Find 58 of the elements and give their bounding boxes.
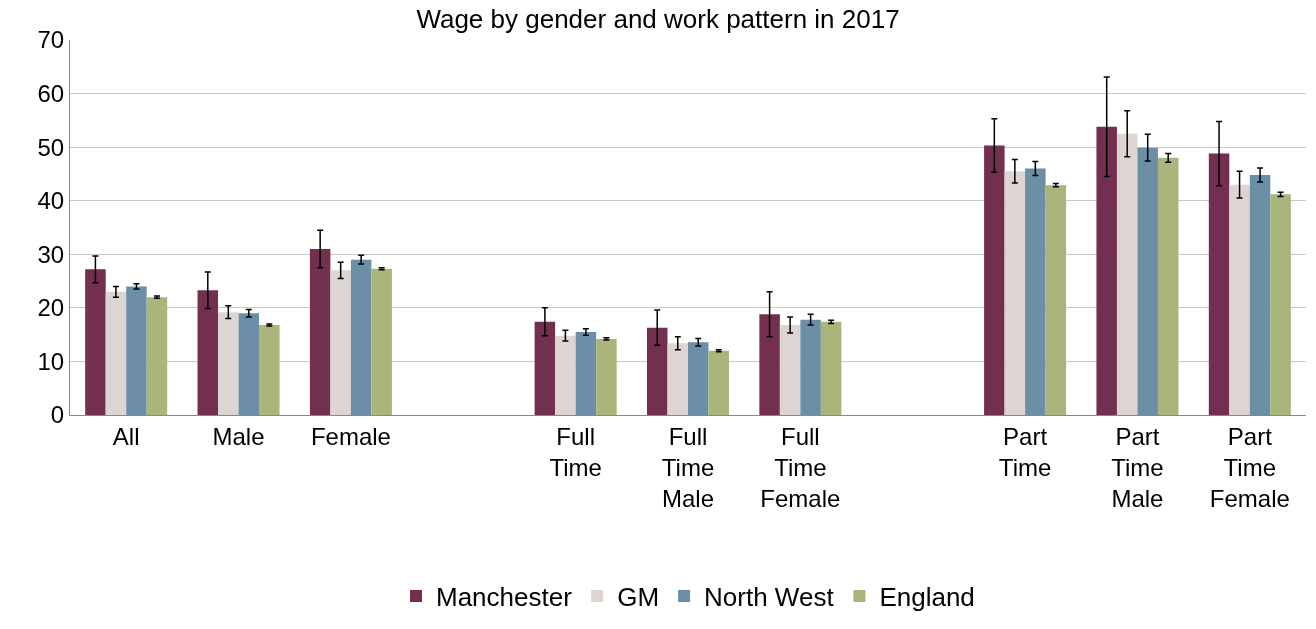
- bar: [1270, 194, 1291, 415]
- bar: [555, 335, 576, 415]
- x-tick-label: Part Time Female: [1209, 422, 1290, 513]
- y-tick-label: 10: [37, 347, 65, 375]
- bar: [1045, 185, 1067, 415]
- x-tick-label: Full Time: [549, 422, 602, 481]
- x-tick-label: Full Time Male: [661, 422, 715, 513]
- bar: [1157, 157, 1179, 415]
- bar: [105, 291, 127, 415]
- y-tick-label: 30: [37, 240, 65, 268]
- bar: [759, 314, 780, 415]
- bar: [646, 327, 668, 415]
- y-tick-label: 0: [50, 401, 65, 429]
- bar: [1249, 175, 1271, 415]
- y-tick-label: 20: [37, 294, 65, 322]
- bar: [371, 268, 392, 415]
- bar: [708, 350, 730, 415]
- y-tick-label: 40: [37, 187, 65, 215]
- bar: [146, 297, 168, 415]
- x-tick-label: Female: [310, 422, 391, 450]
- bar: [575, 331, 597, 415]
- bar: [688, 342, 709, 415]
- bar: [596, 338, 617, 415]
- bar: [820, 321, 842, 415]
- legend-label: North West: [704, 582, 835, 613]
- bar: [350, 259, 372, 415]
- bar: [984, 145, 1005, 415]
- bar: [85, 269, 106, 415]
- legend-label: GM: [617, 582, 660, 613]
- bar: [1025, 168, 1046, 415]
- bar: [197, 290, 219, 415]
- x-tick-label: Part Time Male: [1111, 422, 1164, 513]
- x-tick-label: All: [112, 422, 140, 450]
- bar: [259, 325, 280, 415]
- chart-title: Wage by gender and work pattern in 2017: [416, 3, 900, 34]
- bar: [1137, 147, 1158, 415]
- bar: [534, 321, 556, 415]
- bar: [1096, 126, 1117, 415]
- bar: [800, 319, 821, 415]
- bar: [1116, 133, 1138, 415]
- bar: [309, 248, 331, 415]
- bar: [126, 286, 147, 415]
- bar: [330, 270, 351, 415]
- legend-label: England: [879, 582, 975, 613]
- x-tick-label: Full Time Female: [760, 422, 841, 513]
- legend-label: Manchester: [436, 582, 573, 613]
- bar: [1229, 184, 1250, 415]
- x-tick-label: Part Time: [998, 422, 1052, 481]
- bar: [1004, 171, 1026, 415]
- bar: [1208, 153, 1230, 415]
- x-tick-label: Male: [212, 422, 265, 450]
- bar: [667, 343, 688, 415]
- y-tick-label: 60: [37, 79, 65, 107]
- y-tick-label: 70: [37, 26, 65, 54]
- bar: [238, 313, 260, 415]
- y-tick-label: 50: [37, 133, 65, 161]
- bar: [779, 325, 801, 415]
- bar: [218, 312, 239, 415]
